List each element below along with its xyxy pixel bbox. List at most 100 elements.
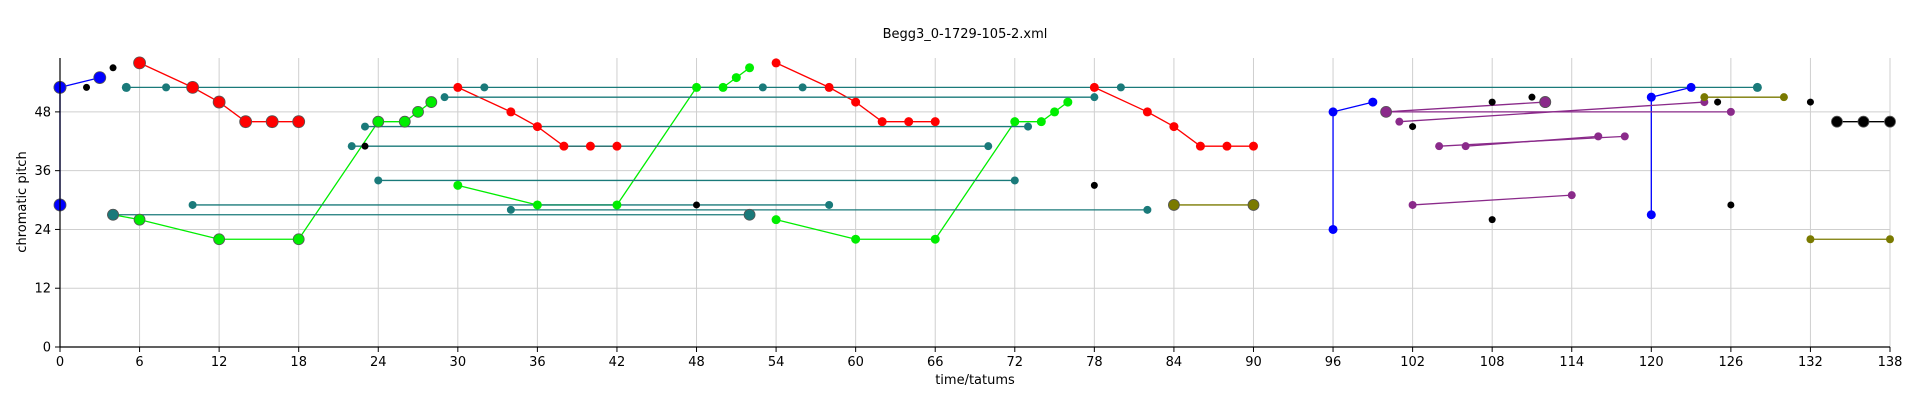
data-point	[1328, 224, 1338, 234]
data-point	[1328, 107, 1338, 117]
data-point	[398, 115, 411, 128]
data-point	[1382, 107, 1391, 116]
x-tick-label: 54	[768, 355, 785, 370]
x-axis-ticks: 0 6 12 18 24 30 36 42 48 54 60 66 72 78 84 90 96 102 108 11…	[56, 347, 1903, 370]
data-point	[877, 117, 887, 127]
y-tick-label: 24	[34, 223, 51, 238]
x-tick-label: 138	[1878, 355, 1903, 370]
data-point	[745, 63, 755, 73]
data-point	[612, 200, 622, 210]
data-point	[361, 122, 369, 131]
x-tick-label: 12	[211, 355, 228, 370]
data-point	[984, 142, 993, 151]
data-point	[1063, 97, 1073, 107]
series-line-20	[1386, 101, 1546, 113]
data-point	[213, 233, 226, 246]
data-point	[1528, 93, 1536, 101]
data-point	[1395, 117, 1404, 126]
data-point	[1010, 176, 1019, 185]
data-point	[693, 201, 701, 209]
data-point	[265, 115, 279, 129]
data-point	[1435, 142, 1444, 151]
data-point	[292, 115, 306, 129]
series-line-26	[1412, 194, 1572, 206]
x-axis-label: time/tatums	[935, 373, 1015, 388]
data-point	[798, 83, 807, 92]
data-point	[347, 142, 356, 151]
data-point	[771, 215, 781, 225]
x-tick-label: 36	[529, 355, 546, 370]
data-point	[372, 115, 385, 128]
data-point	[1727, 201, 1735, 209]
data-point	[771, 58, 781, 68]
data-point	[1143, 205, 1152, 214]
data-point	[506, 205, 515, 214]
data-point	[239, 115, 253, 129]
x-tick-label: 102	[1400, 355, 1425, 370]
data-point	[1090, 181, 1098, 189]
data-point	[1248, 141, 1258, 151]
data-point	[133, 56, 146, 70]
x-tick-label: 78	[1086, 355, 1103, 370]
y-axis-ticks: 0 12 24 36 48	[34, 105, 60, 356]
data-point	[1806, 235, 1815, 244]
data-point	[506, 107, 516, 117]
data-point	[1831, 115, 1843, 128]
data-point	[1884, 115, 1896, 128]
data-point	[1010, 117, 1020, 127]
data-point	[851, 234, 861, 244]
data-point	[1142, 107, 1152, 117]
data-point	[532, 122, 542, 132]
data-point	[133, 213, 146, 226]
data-point	[930, 234, 940, 244]
data-point	[1488, 98, 1496, 106]
series-line-23	[1399, 101, 1705, 123]
x-tick-label: 42	[609, 355, 626, 370]
data-point	[1116, 83, 1125, 92]
data-point	[743, 208, 756, 221]
data-point	[212, 95, 226, 109]
data-point	[1222, 141, 1232, 151]
data-point	[1036, 117, 1046, 127]
data-point	[718, 82, 728, 92]
data-point	[692, 82, 702, 92]
data-point	[1368, 97, 1378, 107]
data-point	[186, 80, 200, 94]
data-point	[361, 142, 369, 150]
data-point	[532, 200, 542, 210]
series-line-25	[1465, 135, 1599, 147]
data-point	[1779, 93, 1788, 102]
data-point	[1753, 83, 1762, 92]
data-point	[480, 83, 489, 92]
data-point	[1089, 82, 1099, 92]
y-tick-label: 48	[34, 105, 51, 120]
data-point	[292, 233, 305, 246]
x-tick-label: 132	[1798, 355, 1823, 370]
grid	[59, 58, 1891, 348]
data-point	[1567, 191, 1576, 200]
data-point	[1714, 98, 1722, 106]
data-point	[412, 105, 424, 118]
data-point	[162, 83, 171, 92]
data-point	[425, 96, 438, 108]
data-point	[824, 82, 834, 92]
series-lines	[59, 62, 1890, 240]
data-point	[930, 117, 940, 127]
data-point	[731, 73, 741, 83]
data-point	[825, 200, 834, 209]
y-tick-label: 12	[34, 282, 51, 297]
series-line-10	[1650, 86, 1692, 215]
data-point	[1857, 115, 1870, 128]
data-point	[1620, 132, 1629, 141]
data-point	[453, 82, 463, 92]
data-point	[1488, 216, 1496, 224]
y-axis-label: chromatic pitch	[15, 151, 30, 252]
data-point	[559, 141, 569, 151]
data-point	[758, 83, 767, 92]
y-tick-label: 36	[34, 164, 51, 179]
x-tick-label: 66	[927, 355, 944, 370]
data-point	[1646, 92, 1656, 102]
series-line-9	[1332, 101, 1373, 230]
data-point	[904, 117, 914, 127]
